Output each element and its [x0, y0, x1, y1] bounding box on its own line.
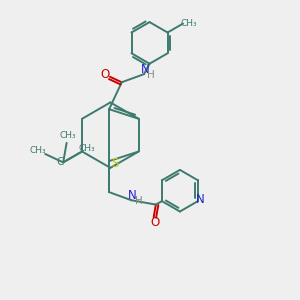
- Text: N: N: [128, 189, 137, 202]
- Text: C: C: [56, 158, 64, 167]
- Text: O: O: [100, 68, 110, 81]
- Text: N: N: [141, 63, 149, 76]
- Text: CH₃: CH₃: [181, 19, 197, 28]
- Text: O: O: [150, 216, 159, 229]
- Text: H: H: [134, 196, 142, 206]
- Text: CH₃: CH₃: [79, 144, 95, 153]
- Text: CH₃: CH₃: [30, 146, 46, 155]
- Text: CH₃: CH₃: [60, 130, 76, 140]
- Text: H: H: [147, 70, 155, 80]
- Text: N: N: [196, 193, 204, 206]
- Text: S: S: [111, 157, 119, 169]
